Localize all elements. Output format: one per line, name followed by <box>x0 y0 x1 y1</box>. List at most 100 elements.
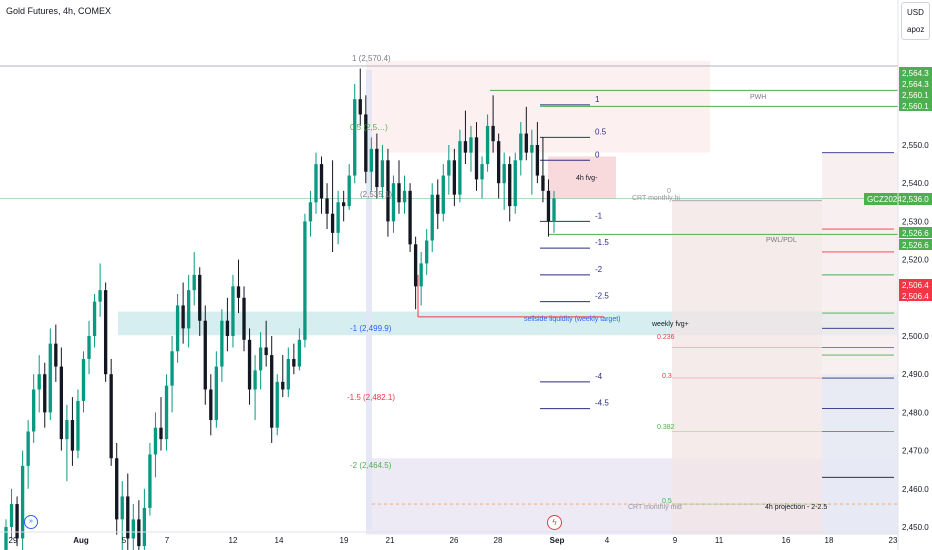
fib-level-label: -2 (2,464.5) <box>350 461 392 470</box>
candle-body <box>37 374 41 390</box>
highlight-candle-band <box>366 70 372 530</box>
candle-body <box>480 164 484 180</box>
candle-body <box>358 99 362 115</box>
candle-body <box>336 202 340 233</box>
candle-body <box>137 519 141 547</box>
candle-body <box>286 358 290 390</box>
candle-body <box>181 305 185 329</box>
candle-body <box>131 519 135 539</box>
candle-body <box>65 420 69 440</box>
candle-body <box>87 336 91 359</box>
candle-body <box>9 504 14 527</box>
time-axis-tick: 26 <box>450 536 459 545</box>
price-axis-tick: 2,470.0 <box>902 447 929 456</box>
candle-body <box>441 175 445 214</box>
currency-unit-box[interactable]: USD apoz <box>901 2 930 40</box>
crt-projection-zone <box>672 198 822 535</box>
candle-body <box>325 198 329 214</box>
chart-annotation: 0.3 <box>662 373 672 380</box>
last-price-symbol: GCZ2024 <box>867 195 902 204</box>
price-axis-tick: 2,540.0 <box>902 179 929 188</box>
projection-level-label: -1.5 <box>595 238 609 247</box>
candle-body <box>469 137 473 153</box>
candle-body <box>220 320 224 367</box>
candle-body <box>175 305 180 352</box>
price-label-text: 2,526.6 <box>902 229 929 238</box>
candle-body <box>203 320 207 390</box>
candle-body <box>159 427 163 440</box>
candle-body <box>270 355 274 428</box>
projection-level-label: -4.5 <box>595 399 609 408</box>
price-label-box <box>899 279 932 290</box>
fib-level-label: 0.5 (2,5…) <box>350 123 388 132</box>
candle-body <box>419 263 423 287</box>
candle-body <box>541 175 545 191</box>
candle-body <box>198 274 202 321</box>
price-axis-tick: 2,490.0 <box>902 370 929 379</box>
candle-body <box>369 148 373 172</box>
candle-body <box>214 366 219 421</box>
projection-level-label: 1 <box>595 95 600 104</box>
candle-body <box>242 297 246 340</box>
candle-body <box>297 339 302 367</box>
candle-body <box>463 141 468 153</box>
time-axis-tick: 28 <box>494 536 503 545</box>
candle-body <box>474 137 479 180</box>
candle-body <box>32 389 36 432</box>
crt-right-low-zone <box>822 374 898 535</box>
double-chevron-right-icon[interactable]: » <box>24 515 38 529</box>
candle-body <box>452 160 457 195</box>
chart-annotation: 0.5 <box>662 498 672 505</box>
candle-body <box>192 274 196 291</box>
time-axis-tick: 5 <box>122 536 127 545</box>
price-label-box <box>899 67 932 78</box>
chart-annotation: sellside liquidity (weekly target) <box>524 316 620 323</box>
candle-body <box>375 148 379 188</box>
candle-body <box>430 194 434 241</box>
price-label-box <box>899 239 932 250</box>
price-label-box <box>899 227 932 238</box>
symbol-title: Gold Futures, 4h, COMEX <box>6 6 112 16</box>
candle-body <box>170 351 174 386</box>
candle-body <box>408 190 412 245</box>
candle-body <box>142 507 147 547</box>
candle-body <box>530 145 534 153</box>
candle-body <box>26 431 30 466</box>
time-axis-tick: Sep <box>550 536 565 545</box>
price-label-text: 2,564.3 <box>902 80 929 89</box>
candle-body <box>485 125 490 165</box>
time-axis-tick: 21 <box>386 536 395 545</box>
candle-body <box>43 374 47 413</box>
chart-annotation: 4h projection - 2-2.5 <box>765 504 827 511</box>
candle-body <box>292 358 296 367</box>
chart-annotation: 0.236 <box>657 334 675 341</box>
time-axis-tick: 16 <box>782 536 791 545</box>
candle-body <box>103 290 108 375</box>
price-axis-tick: 2,480.0 <box>902 408 929 417</box>
candle-body <box>364 114 368 172</box>
candle-body <box>508 164 512 207</box>
price-label-text: 2,526.6 <box>902 241 929 250</box>
candle-body <box>281 381 285 390</box>
candle-body <box>4 527 8 550</box>
price-label-box <box>899 100 932 111</box>
price-label-box <box>899 89 932 100</box>
candle-body <box>391 183 396 222</box>
candle-body <box>491 125 495 142</box>
price-axis-tick: 2,520.0 <box>902 256 929 265</box>
candle-body <box>70 420 75 451</box>
time-axis-tick: 14 <box>275 536 284 545</box>
price-axis-tick: 2,450.0 <box>902 523 929 532</box>
projection-level-label: -2 <box>595 265 603 274</box>
fvg-4h-zone <box>548 156 616 199</box>
fib-level-label: 1 (2,570.4) <box>352 54 391 63</box>
candle-body <box>20 465 25 539</box>
chart-annotation: CRT monthly hi <box>632 195 680 202</box>
candle-body <box>258 347 263 371</box>
lightning-icon[interactable]: ϟ <box>547 515 562 530</box>
candle-body <box>402 190 407 203</box>
price-axis-tick: 2,500.0 <box>902 332 929 341</box>
price-label-box <box>899 78 932 89</box>
